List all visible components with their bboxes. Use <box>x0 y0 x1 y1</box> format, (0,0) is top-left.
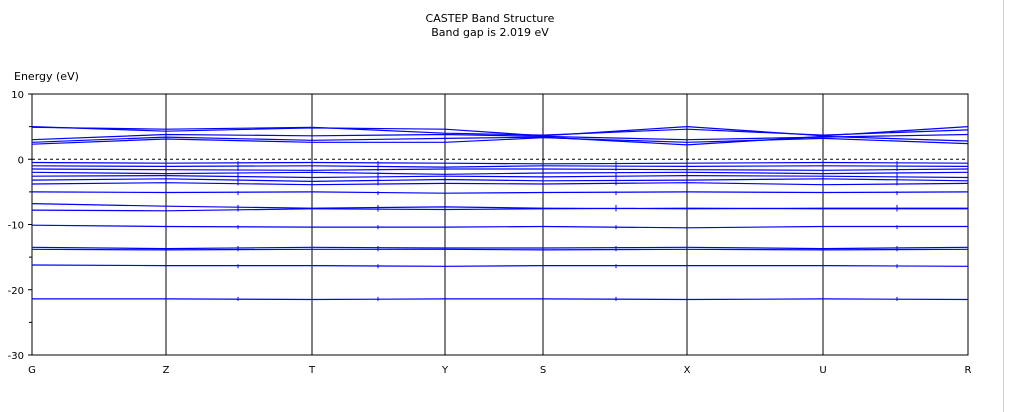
x-tick-label: G <box>28 365 36 376</box>
band-line <box>32 298 969 301</box>
band-line <box>31 161 969 165</box>
band-line <box>31 165 969 168</box>
y-tick-label: -30 <box>8 351 24 362</box>
x-tick-label: Z <box>163 365 170 376</box>
band-line <box>31 126 969 136</box>
band-line <box>31 135 969 146</box>
y-tick-label: 0 <box>18 155 24 166</box>
band-line <box>31 264 969 267</box>
y-tick-label: -20 <box>8 286 24 297</box>
y-tick-label: -10 <box>8 221 24 232</box>
y-tick-label: 10 <box>11 90 24 101</box>
x-tick-label: T <box>308 365 316 376</box>
band-line <box>31 224 968 229</box>
x-tick-label: X <box>684 365 691 376</box>
band-line <box>31 207 968 212</box>
x-tick-label: R <box>965 365 972 376</box>
band-line <box>31 178 969 183</box>
band-line <box>31 168 969 171</box>
band-line <box>31 171 969 175</box>
x-tick-label: S <box>540 365 546 376</box>
band-line <box>31 248 969 251</box>
band-line <box>31 203 968 210</box>
x-tick-label: U <box>819 365 826 376</box>
band-line <box>31 182 969 186</box>
chart-title: CASTEP Band Structure <box>425 12 555 25</box>
band-line <box>31 246 969 250</box>
x-tick-label: Y <box>441 365 449 376</box>
band-line <box>31 174 969 179</box>
band-line <box>31 191 969 194</box>
chart-subtitle: Band gap is 2.019 eV <box>431 26 549 39</box>
window-edge-divider <box>1003 0 1004 412</box>
y-axis-label: Energy (eV) <box>14 70 79 83</box>
band-line <box>31 137 969 145</box>
